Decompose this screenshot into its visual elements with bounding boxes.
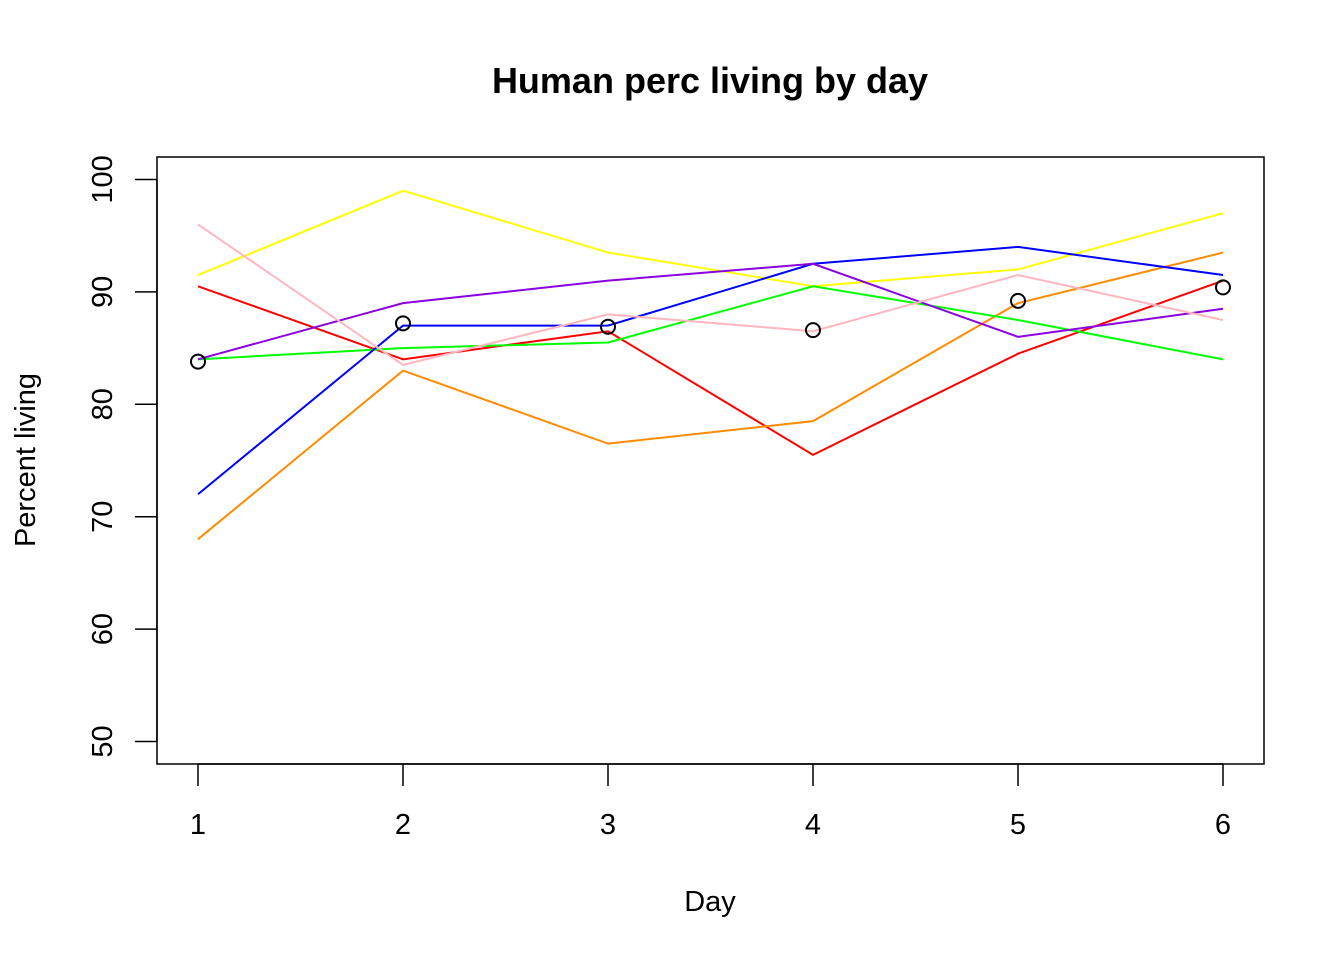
series-line [197, 251, 1224, 540]
x-tick-label: 1 [190, 809, 206, 841]
x-tick-label: 4 [805, 809, 821, 841]
x-axis-label: Day [684, 886, 736, 918]
y-axis: 50 60 70 80 90 100 [87, 155, 158, 758]
series-4 [197, 245, 1224, 495]
chart-title: Human perc living by day [492, 60, 928, 101]
y-tick-label: 100 [87, 155, 119, 203]
series-0 [197, 279, 1224, 457]
series-line [197, 245, 1224, 495]
data-point [600, 318, 616, 335]
series-line [197, 285, 1224, 361]
series-line [197, 279, 1224, 457]
y-tick-label: 60 [87, 613, 119, 645]
y-tick-label: 90 [87, 276, 119, 308]
data-point [190, 353, 206, 370]
y-tick-label: 70 [87, 501, 119, 533]
y-axis-label: Percent living [10, 373, 42, 547]
data-point [1215, 279, 1231, 296]
x-tick-label: 6 [1215, 809, 1231, 841]
y-tick-label: 50 [87, 725, 119, 757]
series-line [197, 262, 1224, 361]
y-tick-label: 80 [87, 388, 119, 420]
series-line [197, 189, 1224, 288]
x-tick-label: 5 [1010, 809, 1026, 841]
series-2 [197, 189, 1224, 288]
series-1 [197, 251, 1224, 540]
x-axis: 1 2 3 4 5 6 [190, 763, 1231, 841]
data-point [805, 322, 821, 339]
series-layer [190, 189, 1231, 540]
series-6 [197, 223, 1224, 367]
series-5 [197, 262, 1224, 361]
data-point [395, 315, 411, 332]
series-7 [190, 279, 1231, 370]
series-3 [197, 285, 1224, 361]
x-tick-label: 3 [600, 809, 616, 841]
x-tick-label: 2 [395, 809, 411, 841]
data-point [1010, 292, 1026, 309]
series-line [197, 223, 1224, 367]
